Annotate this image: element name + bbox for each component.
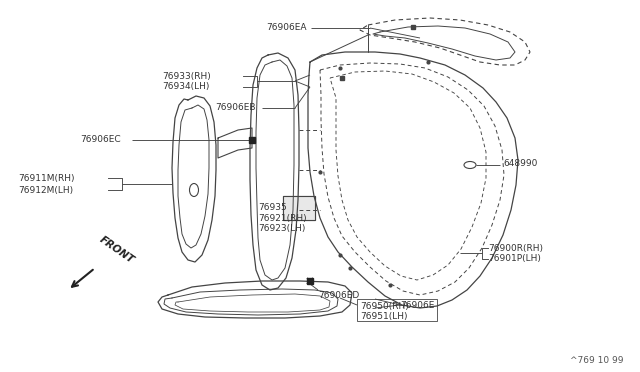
Text: 76906E: 76906E [400,301,435,310]
Text: FRONT: FRONT [98,234,136,265]
Text: 76911M(RH): 76911M(RH) [18,173,74,183]
Bar [357,299,437,321]
Text: 76933(RH): 76933(RH) [162,71,211,80]
Text: 76934(LH): 76934(LH) [162,83,209,92]
Text: 76935: 76935 [258,203,287,212]
Text: 76923(LH): 76923(LH) [258,224,305,232]
Text: 76921(RH): 76921(RH) [258,214,307,222]
Text: 648990: 648990 [503,160,538,169]
Text: 76906EC: 76906EC [80,135,120,144]
Text: 76901P(LH): 76901P(LH) [488,254,541,263]
Text: 76951(LH): 76951(LH) [360,312,408,321]
Text: 76900R(RH): 76900R(RH) [488,244,543,253]
Text: 76906EA: 76906EA [266,23,307,32]
Text: 76912M(LH): 76912M(LH) [18,186,73,195]
Bar [283,196,315,220]
Text: 76950(RH): 76950(RH) [360,301,409,311]
Text: ^769 10 99: ^769 10 99 [570,356,623,365]
Text: 76906ED: 76906ED [318,292,359,301]
Bar [283,196,315,220]
Text: 76906EB: 76906EB [215,103,255,112]
